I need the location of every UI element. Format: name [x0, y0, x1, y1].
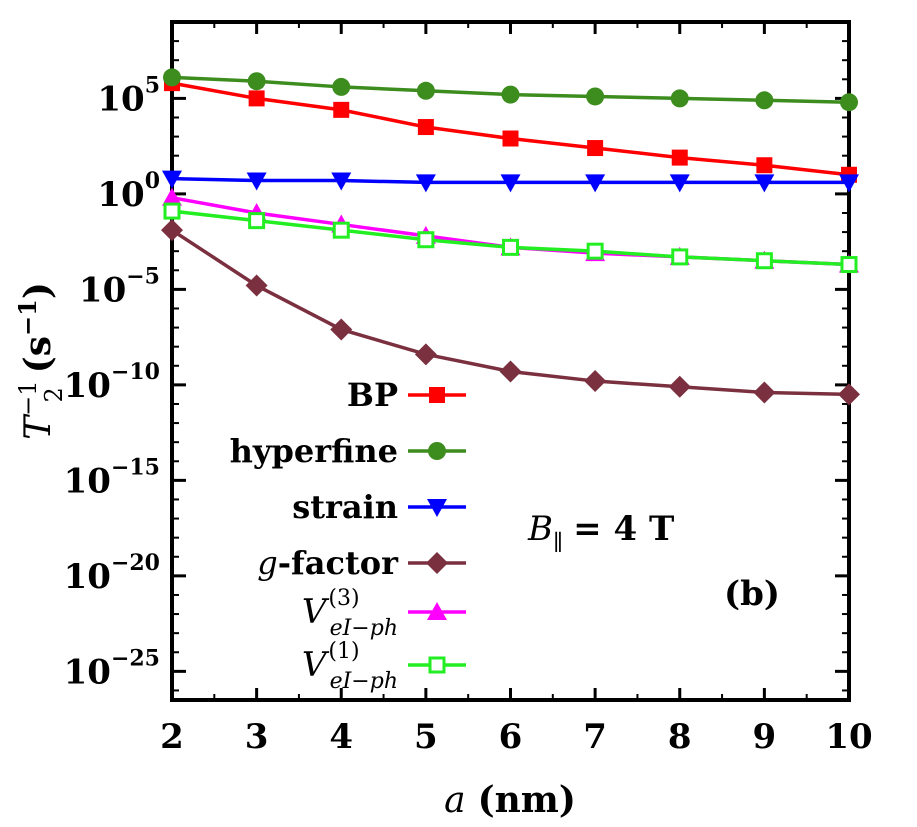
data-point [501, 85, 520, 104]
legend-label: V(3) eI−ph [302, 586, 398, 641]
legend-marker [428, 442, 446, 460]
data-point [756, 157, 773, 174]
y-axis-label: T−12(s−1) [13, 282, 68, 440]
data-point [671, 248, 689, 266]
legend-marker [428, 656, 446, 674]
y-tick-label: 10−10 [64, 359, 160, 406]
data-point [839, 174, 859, 193]
series-layer [161, 68, 860, 406]
data-point [755, 91, 774, 110]
data-point [415, 174, 436, 193]
data-point [586, 242, 604, 260]
legend-label: V(1) eI−ph [302, 639, 398, 694]
x-tick-label: 2 [160, 717, 184, 757]
x-tick-label: 9 [753, 717, 777, 757]
x-tick-label: 10 [825, 717, 872, 757]
data-point [162, 170, 182, 189]
legend: BP hyperfine strain g-factor V(3) eI−phV(1) eI… [230, 376, 466, 694]
legend-marker [429, 387, 445, 403]
series-1 [163, 68, 858, 112]
data-point [417, 119, 434, 136]
y-tick-label: 10−20 [64, 550, 160, 597]
legend-label: hyperfine [230, 432, 398, 470]
y-tick-label: 10−5 [79, 263, 160, 310]
data-point [333, 101, 350, 118]
y-tick-label: 10−15 [64, 454, 160, 501]
data-point [838, 383, 860, 406]
legend-marker [426, 552, 448, 574]
legend-item: V(3) eI−ph [302, 586, 466, 641]
data-point [248, 212, 266, 230]
data-point [500, 174, 521, 193]
data-point [671, 149, 688, 166]
legend-item: BP [347, 376, 466, 414]
data-point [417, 231, 435, 249]
legend-item: g-factor [257, 544, 466, 582]
data-point [248, 90, 265, 107]
data-point [163, 68, 181, 87]
x-tick-label: 5 [414, 717, 438, 757]
y-tick-label: 10−25 [64, 645, 160, 692]
data-point [585, 174, 606, 193]
legend-marker [427, 499, 447, 517]
legend-item: strain [292, 488, 466, 526]
data-point [161, 219, 183, 242]
data-point [414, 343, 437, 366]
y-tick-label: 105 [97, 72, 160, 119]
x-tick-label: 3 [245, 717, 269, 757]
ticks: 2 3 4 5 6 7 8 9 10 105 100 10−5 10−10 10−15 10−20 10−25 [64, 21, 873, 757]
data-point [840, 256, 858, 274]
legend-label: strain [292, 488, 398, 526]
data-point [163, 202, 181, 220]
x-tick-label: 7 [583, 717, 607, 757]
data-point [754, 174, 775, 193]
data-point [330, 318, 353, 341]
series-2 [162, 170, 859, 193]
data-point [670, 89, 689, 108]
legend-label: g-factor [257, 544, 399, 582]
x-tick-label: 6 [499, 717, 523, 757]
x-axis-label: a (nm) [444, 779, 576, 821]
data-point [840, 93, 858, 112]
data-point [669, 174, 690, 193]
data-point [668, 375, 691, 398]
legend-marker [427, 602, 447, 620]
series-5 [163, 202, 858, 274]
legend-item: V(1) eI−ph [302, 639, 466, 694]
x-tick-label: 4 [329, 717, 353, 757]
data-point [332, 77, 351, 96]
x-tick-label: 8 [668, 717, 692, 757]
data-point [502, 238, 519, 256]
data-point [587, 140, 604, 157]
series-3 [161, 219, 860, 406]
data-point [416, 81, 435, 100]
data-point [755, 252, 773, 270]
data-point [247, 72, 266, 91]
data-point [753, 381, 776, 404]
data-point [245, 274, 268, 297]
field-annotation: B∥ = 4 T [527, 509, 674, 556]
y-tick-label: 100 [97, 168, 160, 215]
data-point [246, 172, 267, 191]
legend-item: hyperfine [230, 432, 466, 470]
data-point [584, 370, 607, 393]
legend-label: BP [347, 376, 398, 414]
data-point [586, 87, 605, 106]
data-point [502, 130, 519, 147]
data-point [332, 221, 350, 239]
data-point [499, 360, 522, 383]
data-point [162, 187, 182, 206]
data-point [331, 172, 352, 191]
panel-label: (b) [724, 574, 780, 614]
